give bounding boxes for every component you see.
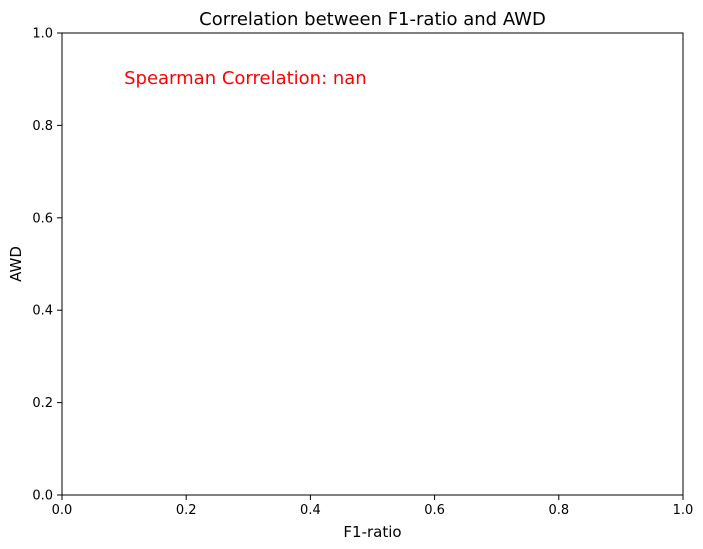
chart-title: Correlation between F1-ratio and AWD [199,9,546,30]
y-tick-label: 0.2 [32,396,53,411]
y-tick-label: 0.8 [32,119,53,134]
y-axis-label: AWD [7,246,25,282]
x-axis-ticks: 0.0 0.2 0.4 0.6 0.8 1.0 [52,495,694,518]
x-tick-label: 0.0 [52,503,73,518]
spearman-annotation: Spearman Correlation: nan [124,68,367,89]
x-tick-label: 0.2 [176,503,197,518]
x-tick-label: 1.0 [673,503,694,518]
x-axis-label: F1-ratio [343,523,401,541]
y-axis-ticks: 0.0 0.2 0.4 0.6 0.8 1.0 [32,27,62,504]
annotations: Spearman Correlation: nan [124,68,367,89]
y-tick-label: 0.4 [32,304,53,319]
y-tick-label: 1.0 [32,27,53,42]
x-tick-label: 0.8 [548,503,569,518]
y-tick-label: 0.0 [32,489,53,504]
x-tick-label: 0.6 [424,503,445,518]
y-tick-label: 0.6 [32,211,53,226]
plot-area [61,32,684,496]
x-tick-label: 0.4 [300,503,321,518]
